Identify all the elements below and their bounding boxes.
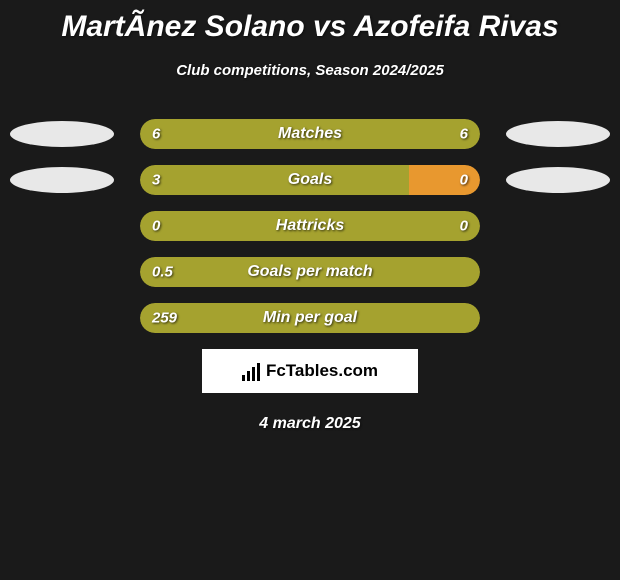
right-value: 0	[460, 172, 468, 189]
logo-text: FcTables.com	[266, 361, 378, 381]
left-value: 259	[152, 310, 177, 327]
stat-row: Goals per match 0.5	[10, 257, 610, 287]
stat-row: Min per goal 259	[10, 303, 610, 333]
left-trend-ellipse	[10, 167, 114, 193]
left-value: 0	[152, 218, 160, 235]
bar-chart-icon	[242, 361, 262, 381]
stat-label: Matches	[278, 125, 342, 143]
stat-bar: Min per goal 259	[140, 303, 480, 333]
stat-label: Goals	[288, 171, 332, 189]
right-trend-ellipse	[506, 121, 610, 147]
stat-label: Min per goal	[263, 309, 357, 327]
stat-bar: Goals per match 0.5	[140, 257, 480, 287]
page-title: MartÃ­nez Solano vs Azofeifa Rivas	[0, 0, 620, 44]
stat-bar: Matches 6 6	[140, 119, 480, 149]
stat-row: Hattricks 0 0	[10, 211, 610, 241]
subtitle: Club competitions, Season 2024/2025	[0, 62, 620, 79]
fctables-logo[interactable]: FcTables.com	[202, 349, 418, 393]
right-bar-segment	[409, 165, 480, 195]
left-value: 0.5	[152, 264, 173, 281]
right-value: 6	[460, 126, 468, 143]
left-trend-ellipse	[10, 121, 114, 147]
comparison-chart: Matches 6 6 Goals 3 0 Hattricks 0 0 Goals per mat…	[0, 119, 620, 333]
left-bar-segment	[140, 165, 409, 195]
stat-row: Goals 3 0	[10, 165, 610, 195]
stat-label: Hattricks	[276, 217, 344, 235]
stat-label: Goals per match	[247, 263, 372, 281]
stat-row: Matches 6 6	[10, 119, 610, 149]
date-label: 4 march 2025	[0, 415, 620, 433]
left-value: 6	[152, 126, 160, 143]
right-value: 0	[460, 218, 468, 235]
stat-bar: Hattricks 0 0	[140, 211, 480, 241]
right-trend-ellipse	[506, 167, 610, 193]
stat-bar: Goals 3 0	[140, 165, 480, 195]
left-value: 3	[152, 172, 160, 189]
